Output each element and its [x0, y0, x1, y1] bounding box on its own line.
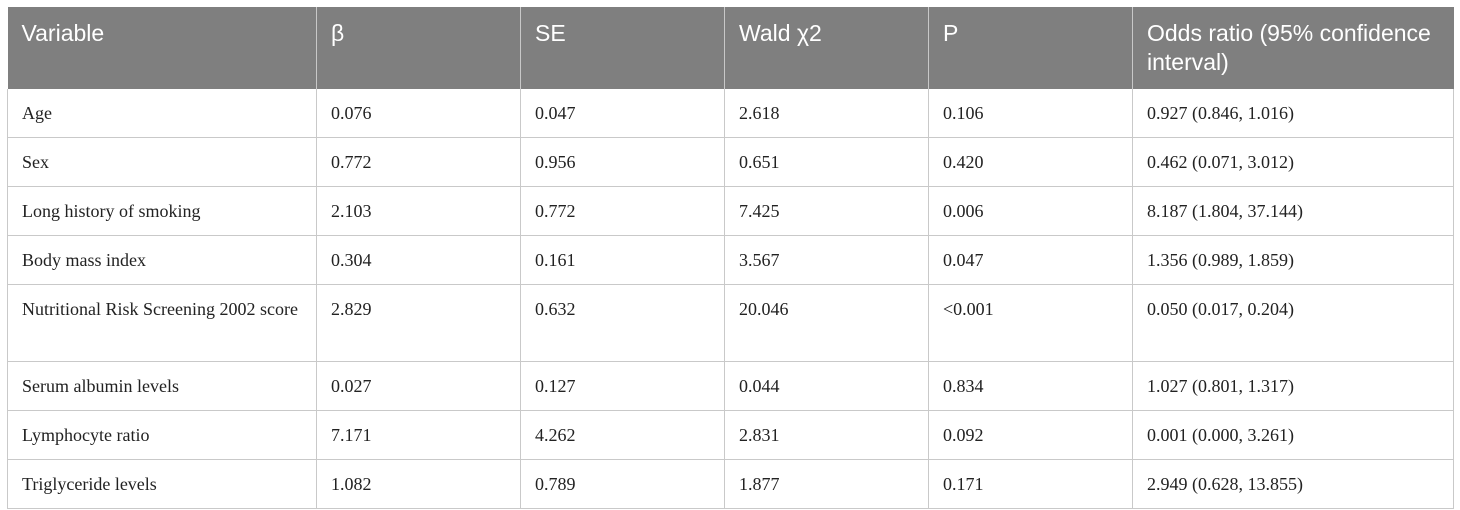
- cell-se: 0.956: [520, 137, 725, 187]
- cell-se: 0.047: [520, 89, 725, 138]
- cell-p: <0.001: [928, 284, 1133, 362]
- header-beta: β: [316, 7, 521, 89]
- header-row: Variable β SE Wald χ2 P Odds ratio (95% …: [7, 7, 1454, 89]
- cell-odds-ratio: 0.462 (0.071, 3.012): [1132, 137, 1454, 187]
- header-odds-ratio: Odds ratio (95% confidence interval): [1132, 7, 1454, 89]
- cell-se: 0.789: [520, 459, 725, 509]
- header-p-value: P: [928, 7, 1133, 89]
- cell-variable: Triglyceride levels: [7, 459, 317, 509]
- cell-variable: Sex: [7, 137, 317, 187]
- cell-se: 0.772: [520, 186, 725, 236]
- cell-beta: 2.829: [316, 284, 521, 362]
- table-row: Body mass index 0.304 0.161 3.567 0.047 …: [7, 235, 1454, 285]
- table-row: Triglyceride levels 1.082 0.789 1.877 0.…: [7, 459, 1454, 509]
- cell-wald: 0.651: [724, 137, 929, 187]
- cell-p: 0.420: [928, 137, 1133, 187]
- cell-beta: 7.171: [316, 410, 521, 460]
- table-row: Age 0.076 0.047 2.618 0.106 0.927 (0.846…: [7, 89, 1454, 138]
- cell-odds-ratio: 1.356 (0.989, 1.859): [1132, 235, 1454, 285]
- cell-variable: Nutritional Risk Screening 2002 score: [7, 284, 317, 362]
- cell-beta: 0.027: [316, 361, 521, 411]
- cell-se: 0.161: [520, 235, 725, 285]
- cell-odds-ratio: 0.001 (0.000, 3.261): [1132, 410, 1454, 460]
- table-row: Long history of smoking 2.103 0.772 7.42…: [7, 186, 1454, 236]
- logistic-regression-table: Variable β SE Wald χ2 P Odds ratio (95% …: [7, 7, 1454, 509]
- table-header: Variable β SE Wald χ2 P Odds ratio (95% …: [7, 7, 1454, 89]
- cell-variable: Body mass index: [7, 235, 317, 285]
- header-se: SE: [520, 7, 725, 89]
- cell-p: 0.047: [928, 235, 1133, 285]
- cell-wald: 1.877: [724, 459, 929, 509]
- cell-wald: 20.046: [724, 284, 929, 362]
- cell-p: 0.106: [928, 89, 1133, 138]
- cell-odds-ratio: 1.027 (0.801, 1.317): [1132, 361, 1454, 411]
- cell-wald: 3.567: [724, 235, 929, 285]
- cell-beta: 0.304: [316, 235, 521, 285]
- cell-wald: 2.618: [724, 89, 929, 138]
- cell-beta: 1.082: [316, 459, 521, 509]
- cell-odds-ratio: 0.050 (0.017, 0.204): [1132, 284, 1454, 362]
- table-row: Serum albumin levels 0.027 0.127 0.044 0…: [7, 361, 1454, 411]
- cell-se: 0.632: [520, 284, 725, 362]
- table-body: Age 0.076 0.047 2.618 0.106 0.927 (0.846…: [7, 89, 1454, 509]
- regression-table-container: Variable β SE Wald χ2 P Odds ratio (95% …: [7, 7, 1454, 509]
- header-wald-chi2: Wald χ2: [724, 7, 929, 89]
- cell-odds-ratio: 0.927 (0.846, 1.016): [1132, 89, 1454, 138]
- cell-odds-ratio: 8.187 (1.804, 37.144): [1132, 186, 1454, 236]
- cell-se: 0.127: [520, 361, 725, 411]
- table-row: Lymphocyte ratio 7.171 4.262 2.831 0.092…: [7, 410, 1454, 460]
- cell-wald: 7.425: [724, 186, 929, 236]
- cell-odds-ratio: 2.949 (0.628, 13.855): [1132, 459, 1454, 509]
- cell-wald: 2.831: [724, 410, 929, 460]
- cell-variable: Lymphocyte ratio: [7, 410, 317, 460]
- table-row: Nutritional Risk Screening 2002 score 2.…: [7, 284, 1454, 362]
- header-variable: Variable: [7, 7, 317, 89]
- cell-p: 0.006: [928, 186, 1133, 236]
- cell-se: 4.262: [520, 410, 725, 460]
- table-row: Sex 0.772 0.956 0.651 0.420 0.462 (0.071…: [7, 137, 1454, 187]
- cell-wald: 0.044: [724, 361, 929, 411]
- cell-beta: 0.772: [316, 137, 521, 187]
- cell-beta: 0.076: [316, 89, 521, 138]
- cell-p: 0.834: [928, 361, 1133, 411]
- cell-variable: Long history of smoking: [7, 186, 317, 236]
- cell-p: 0.092: [928, 410, 1133, 460]
- cell-variable: Serum albumin levels: [7, 361, 317, 411]
- cell-variable: Age: [7, 89, 317, 138]
- cell-beta: 2.103: [316, 186, 521, 236]
- cell-p: 0.171: [928, 459, 1133, 509]
